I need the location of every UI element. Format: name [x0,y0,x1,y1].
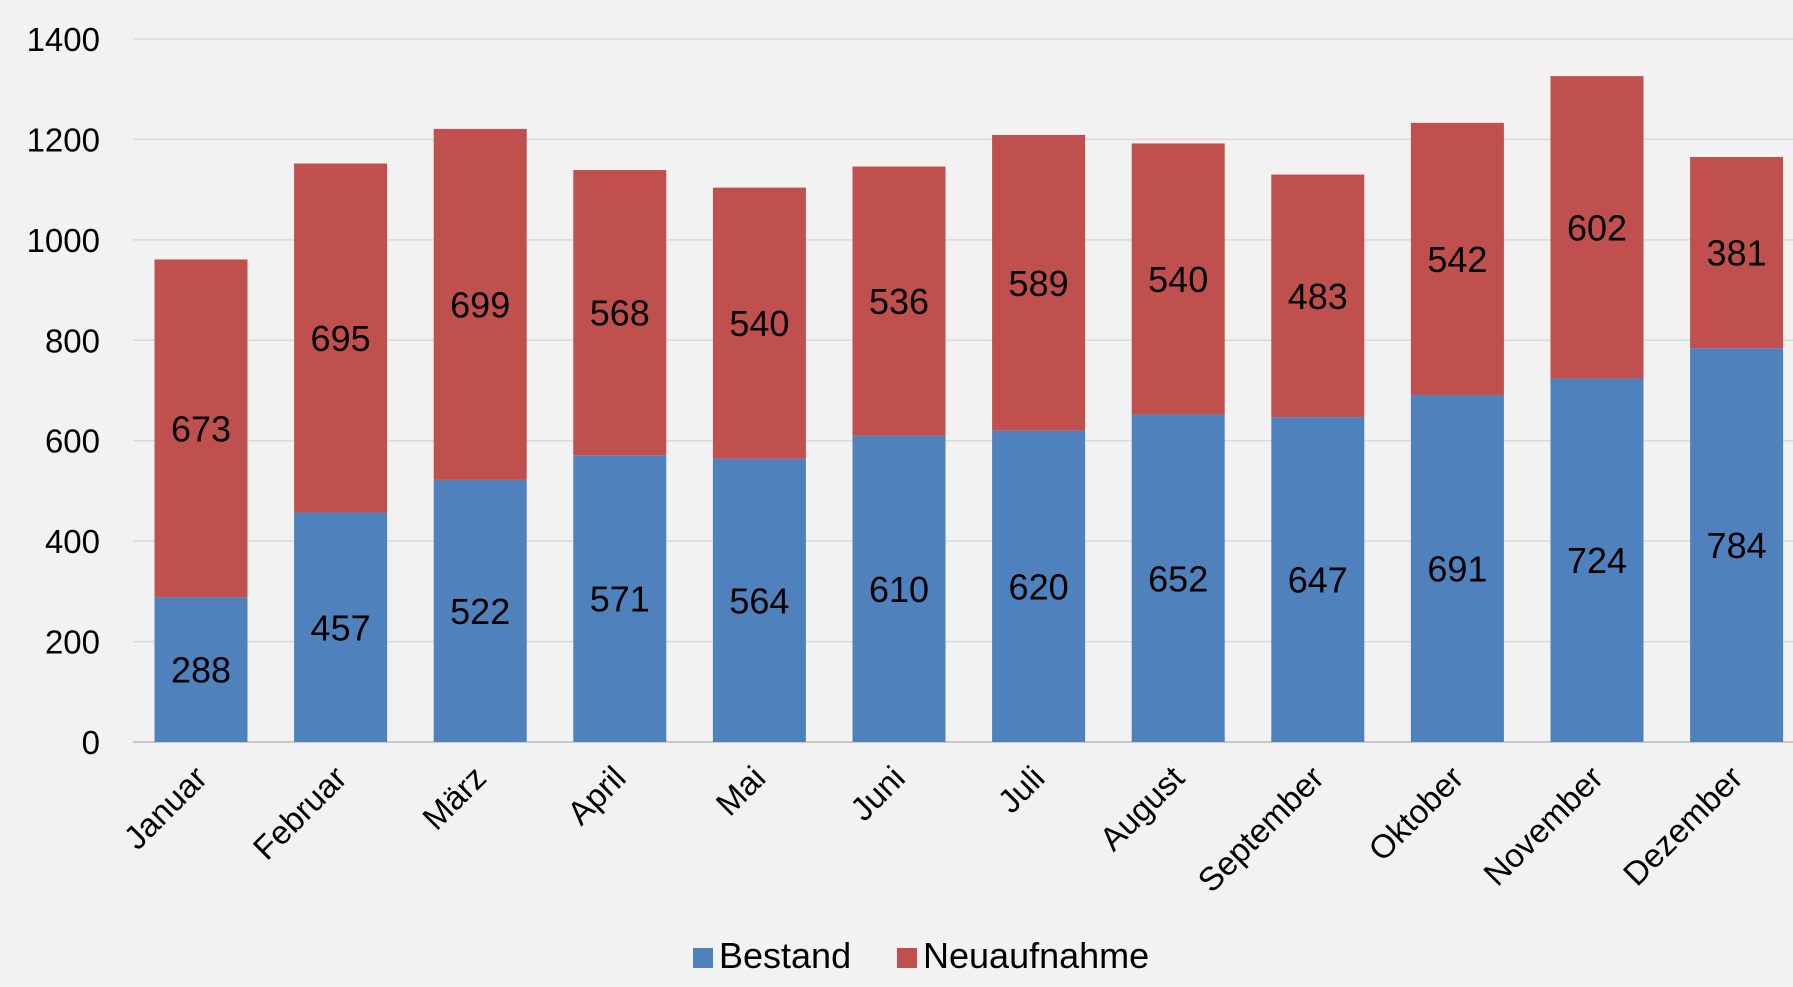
data-label-bestand: 288 [171,650,231,691]
x-tick-label: April [560,759,633,832]
bar-bestand-10 [1550,378,1644,742]
bar-neuaufnahme-7 [1131,143,1225,415]
bar-bestand-3 [573,455,667,742]
bar-neuaufnahme-10 [1550,76,1644,379]
x-tick-label: Mai [709,759,773,823]
y-tick-label: 1200 [27,121,100,158]
bar-bestand-0 [154,597,248,742]
data-label-bestand: 564 [729,580,789,621]
x-tick-label: Juli [990,759,1051,820]
bar-bestand-8 [1271,417,1365,742]
bar-neuaufnahme-11 [1690,157,1784,349]
data-label-bestand: 647 [1288,560,1348,601]
data-label-bestand: 522 [450,591,510,632]
bar-bestand-9 [1410,395,1504,742]
data-label-neuaufnahme: 673 [171,408,231,449]
legend-swatch-neuaufnahme [897,948,917,968]
bar-bestand-4 [712,458,806,742]
x-tick-label: September [1190,759,1330,899]
legend: Bestand Neuaufnahme [693,935,1149,976]
bar-bestand-1 [294,512,388,742]
data-label-neuaufnahme: 589 [1009,263,1069,304]
legend-swatch-bestand [693,948,713,968]
bar-bestand-7 [1131,414,1225,742]
legend-label-bestand: Bestand [719,935,851,976]
y-tick-label: 200 [45,624,100,661]
data-label-bestand: 784 [1707,525,1767,566]
bar-neuaufnahme-3 [573,170,667,456]
data-label-neuaufnahme: 381 [1707,233,1767,274]
x-tick-label: Oktober [1361,759,1470,868]
data-label-neuaufnahme: 483 [1288,276,1348,317]
x-tick-label: August [1092,759,1191,858]
y-axis: 0 200 400 600 800 1000 1200 1400 [27,21,100,761]
y-tick-label: 1000 [27,222,100,259]
bar-bestand-11 [1690,348,1784,742]
y-tick-label: 1400 [27,21,100,58]
data-label-neuaufnahme: 695 [311,318,371,359]
y-tick-label: 600 [45,423,100,460]
data-label-bestand: 620 [1009,566,1069,607]
bar-neuaufnahme-5 [852,166,946,436]
data-label-neuaufnahme: 540 [729,303,789,344]
bar-bestand-2 [433,479,527,742]
data-label-neuaufnahme: 542 [1427,239,1487,280]
bar-neuaufnahme-0 [154,259,248,598]
x-tick-label: Januar [116,759,214,857]
data-label-bestand: 571 [590,579,650,620]
bar-neuaufnahme-1 [294,163,388,513]
x-tick-label: Juni [843,759,912,828]
bars [154,76,1784,742]
x-tick-label: November [1476,759,1610,893]
x-tick-label: Februar [246,759,354,867]
data-label-neuaufnahme: 699 [450,284,510,325]
bar-neuaufnahme-4 [712,187,806,459]
x-tick-label: Dezember [1616,759,1750,893]
data-label-bestand: 691 [1427,549,1487,590]
y-tick-label: 400 [45,523,100,560]
gridlines [133,38,1793,743]
data-label-bestand: 652 [1148,558,1208,599]
bar-neuaufnahme-2 [433,128,527,480]
data-label-neuaufnahme: 540 [1148,259,1208,300]
x-tick-label: März [415,759,493,837]
bar-neuaufnahme-9 [1410,122,1504,396]
bar-bestand-6 [992,430,1086,742]
x-axis: Januar Februar März April Mai Juni Juli August S… [116,759,1749,899]
bar-neuaufnahme-6 [992,134,1086,431]
data-label-neuaufnahme: 536 [869,281,929,322]
data-label-bestand: 724 [1567,540,1627,581]
data-label-neuaufnahme: 602 [1567,207,1627,248]
data-label-bestand: 610 [869,569,929,610]
y-tick-label: 0 [82,724,100,761]
legend-label-neuaufnahme: Neuaufnahme [923,935,1149,976]
bar-bestand-5 [852,435,946,742]
bar-neuaufnahme-8 [1271,174,1365,418]
y-tick-label: 800 [45,322,100,359]
data-labels: 288 673 457 695 522 699 571 568 564 540 610 536 620 5… [171,207,1767,690]
data-label-neuaufnahme: 568 [590,293,650,334]
data-label-bestand: 457 [311,607,371,648]
